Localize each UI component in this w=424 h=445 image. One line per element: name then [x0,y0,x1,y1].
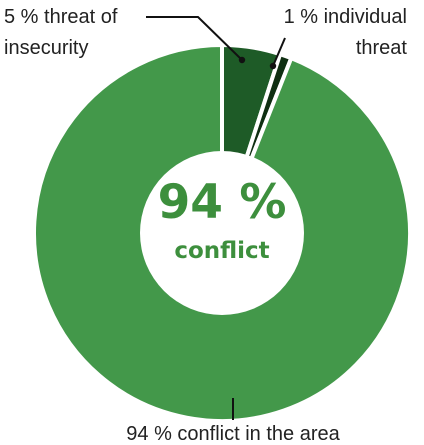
leader-dot-individual-threat [269,62,277,70]
leader-dot-threat-of-insecurity [238,56,246,64]
center-value: 94 % [158,175,287,230]
center-label: conflict [174,238,269,264]
label-individual-threat-line2: threat [356,37,408,59]
label-individual-threat-line1: 1 % individual [284,6,407,28]
donut-hole [140,151,304,315]
label-threat-of-insecurity-line1: 5 % threat of [4,6,118,28]
label-conflict-in-area: 94 % conflict in the area [126,423,340,445]
leader-line-threat-of-insecurity [146,16,243,61]
leader-line-individual-threat [272,37,286,67]
label-threat-of-insecurity-line2: insecurity [4,37,88,59]
